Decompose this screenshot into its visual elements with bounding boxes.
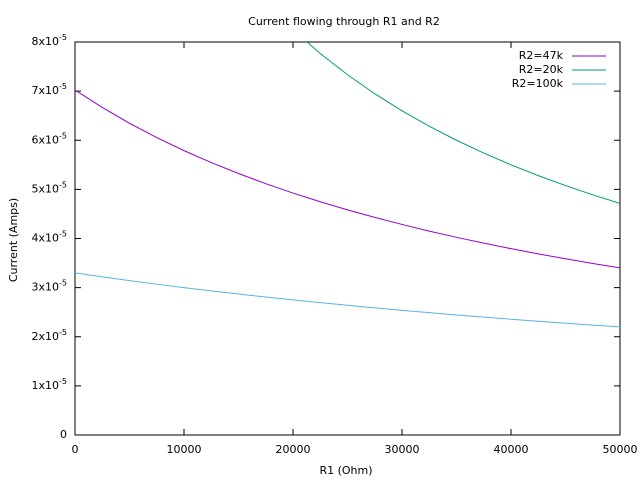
legend-label: R2=100k <box>512 77 564 90</box>
y-tick-label: 6x10-5 <box>32 131 68 147</box>
y-tick-label: 1x10-5 <box>32 376 68 392</box>
y-tick-label: 4x10-5 <box>32 229 68 245</box>
y-tick-label: 0 <box>60 428 67 441</box>
y-tick-label: 7x10-5 <box>32 82 68 98</box>
chart-title: Current flowing through R1 and R2 <box>248 15 440 28</box>
y-tick-label: 8x10-5 <box>32 33 68 49</box>
legend-label: R2=47k <box>519 49 564 62</box>
plot-border <box>74 41 621 436</box>
y-tick-label: 3x10-5 <box>32 278 68 294</box>
series-line <box>75 89 620 269</box>
x-axis-label: R1 (Ohm) <box>319 464 372 477</box>
x-tick-label: 40000 <box>494 443 529 456</box>
series-line <box>75 272 620 328</box>
y-tick-label: 5x10-5 <box>32 180 68 196</box>
x-tick-label: 10000 <box>167 443 202 456</box>
x-tick-label: 50000 <box>603 443 638 456</box>
x-tick-label: 20000 <box>276 443 311 456</box>
series-line <box>306 42 620 204</box>
y-axis-label: Current (Amps) <box>7 198 20 282</box>
x-tick-label: 0 <box>72 443 79 456</box>
x-tick-label: 30000 <box>385 443 420 456</box>
plot-area <box>75 42 620 328</box>
legend-label: R2=20k <box>519 63 564 76</box>
y-tick-label: 2x10-5 <box>32 327 68 343</box>
